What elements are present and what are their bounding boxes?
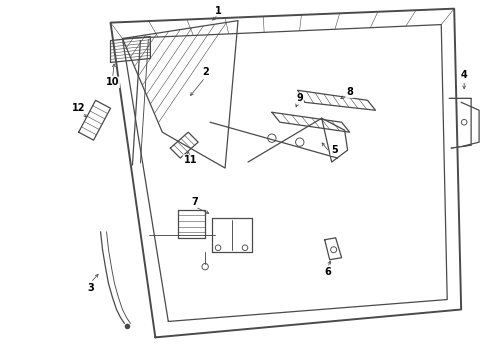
Text: 12: 12	[72, 103, 85, 113]
Text: 5: 5	[331, 145, 338, 155]
Text: 1: 1	[215, 6, 221, 15]
Text: 9: 9	[296, 93, 303, 103]
Circle shape	[124, 324, 130, 329]
Text: 4: 4	[461, 71, 467, 80]
Text: 7: 7	[192, 197, 198, 207]
Text: 6: 6	[324, 267, 331, 276]
Text: 10: 10	[106, 77, 119, 87]
Text: 3: 3	[87, 283, 94, 293]
Text: 8: 8	[346, 87, 353, 97]
Text: 2: 2	[202, 67, 209, 77]
Text: 11: 11	[183, 155, 197, 165]
